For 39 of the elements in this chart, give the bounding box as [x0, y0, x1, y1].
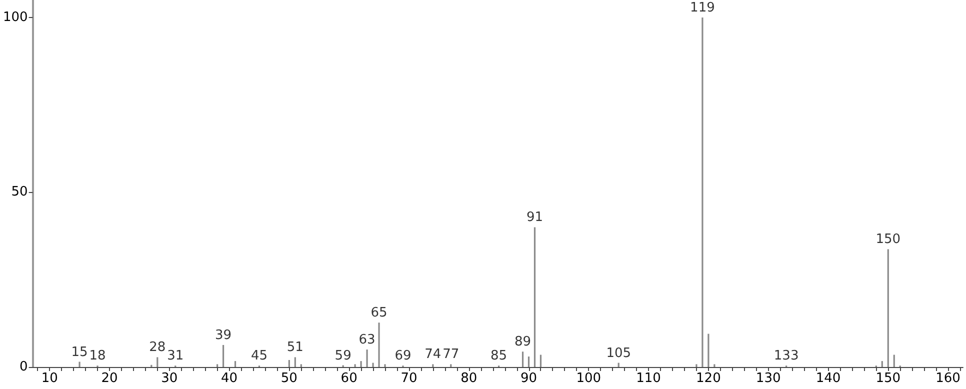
annotation: 45	[250, 348, 268, 364]
x-tick-label: 90	[520, 371, 538, 386]
x-tick-label: 80	[460, 371, 478, 386]
annotation: 63	[358, 332, 376, 348]
x-tick-label: 30	[161, 371, 178, 386]
annotation: 91	[526, 210, 544, 226]
x-tick-label: 10	[41, 371, 58, 386]
annotation: 133	[774, 348, 799, 364]
annotation: 150	[876, 232, 901, 248]
annotation: 119	[690, 0, 715, 16]
annotation: 18	[89, 348, 106, 364]
annotation: 69	[394, 348, 412, 364]
annotation: 105	[606, 346, 632, 361]
y-tick-label: 50	[11, 184, 28, 200]
annotation: 65	[370, 306, 388, 321]
x-tick-label: 60	[340, 371, 358, 386]
x-tick-label: 50	[280, 371, 298, 386]
x-tick-label: 150	[876, 371, 901, 386]
x-tick-label: 20	[101, 371, 118, 386]
x-tick-label: 140	[816, 371, 841, 386]
annotation: 28	[149, 340, 166, 356]
annotation: 59	[334, 348, 352, 364]
x-tick-label: 130	[756, 371, 781, 386]
annotation: 51	[286, 340, 304, 356]
x-tick-label: 100	[576, 371, 602, 386]
x-tick-label: 160	[936, 371, 960, 386]
annotation: 15	[71, 344, 88, 360]
x-tick-label: 40	[221, 371, 238, 386]
y-tick-label: 0	[20, 360, 28, 374]
annotation: 89	[514, 334, 532, 350]
annotation: 74	[424, 347, 442, 362]
x-tick-label: 70	[400, 371, 418, 386]
annotation: 39	[215, 328, 232, 343]
annotation: 85	[490, 348, 508, 364]
annotation: 77	[442, 347, 460, 362]
annotation: 31	[167, 348, 184, 364]
y-tick-label: 100	[2, 10, 28, 25]
x-tick-label: 110	[636, 371, 661, 386]
x-tick-label: 120	[696, 371, 721, 386]
